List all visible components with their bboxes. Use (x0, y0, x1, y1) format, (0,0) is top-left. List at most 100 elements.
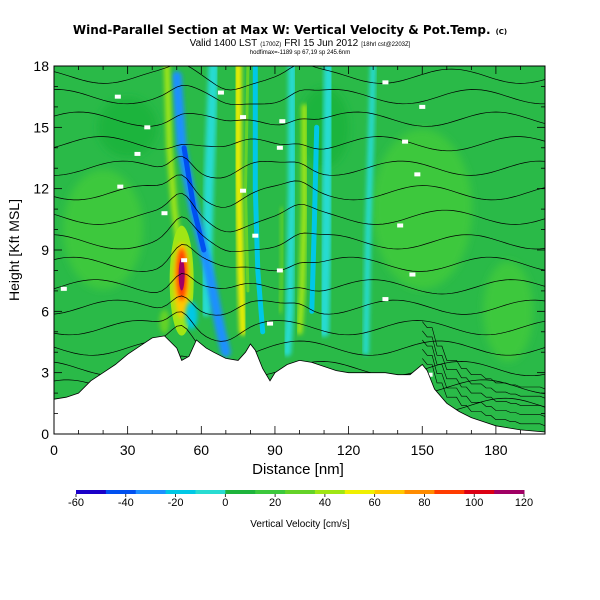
isentrope-line (422, 339, 545, 408)
isentrope-line (54, 216, 545, 253)
isentrope-line (54, 325, 545, 364)
chart-subtitle: Valid 1400 LST (1700Z) FRI 15 Jun 2012 [18h… (190, 38, 411, 49)
velocity-band (296, 103, 308, 335)
isentrope-label-marker (114, 94, 121, 99)
x-tick-label: 120 (337, 442, 361, 458)
colorbar-tick-label: -20 (168, 497, 184, 509)
isentrope-line (54, 244, 545, 272)
isentrope-line (54, 136, 545, 152)
colorbar-swatch (105, 490, 137, 494)
chart-title: Wind-Parallel Section at Max W: Vertical… (73, 23, 507, 37)
colorbar-swatch (494, 490, 525, 494)
colorbar-swatch (344, 490, 376, 494)
isentrope-line (54, 192, 545, 233)
isentrope-label-marker (419, 104, 426, 109)
isentropes (54, 66, 545, 427)
colorbar-swatch (285, 490, 316, 494)
isentrope-line (54, 295, 545, 316)
plot-area (54, 66, 545, 434)
isentrope-line (422, 330, 545, 399)
colorbar-ticks: -60 -40 -20 0 20 40 60 80 100 120 (68, 494, 533, 509)
isentrope-line (422, 358, 545, 427)
isentrope-label-marker (279, 119, 286, 124)
isentrope-label-marker (382, 80, 389, 85)
colorbar-tick-label: -60 (68, 497, 84, 509)
isentrope-label-marker (397, 223, 404, 228)
isentrope-label-marker (134, 151, 141, 156)
velocity-band (362, 66, 377, 356)
colorbar-swatch (374, 490, 406, 494)
isentrope-label-marker (402, 139, 409, 144)
isentrope-label-marker (240, 188, 247, 193)
colorbar-swatch (76, 490, 107, 494)
colorbar-swatch (464, 490, 495, 494)
isentrope-line (54, 84, 545, 106)
isentrope-line (54, 273, 545, 295)
x-tick-label: 150 (411, 442, 435, 458)
velocity-blob (178, 258, 185, 291)
isentrope-label-marker (276, 268, 283, 273)
isentrope-line (54, 66, 545, 91)
isentrope-line (422, 321, 545, 390)
y-axis: 0 3 6 9 12 15 18 (33, 58, 545, 442)
isentrope-label-marker (426, 372, 433, 377)
isentrope-label-marker (267, 321, 274, 326)
y-axis-label: Height [Kft MSL] (6, 199, 22, 301)
isentrope-label-marker (144, 125, 151, 130)
velocity-band (243, 66, 250, 293)
colorbar-tick-label: 0 (222, 497, 228, 509)
colorbar-swatch (195, 490, 226, 494)
velocity-blob (483, 261, 534, 362)
velocity-blob (159, 309, 170, 334)
x-tick-label: 180 (484, 442, 508, 458)
x-tick-label: 30 (120, 442, 136, 458)
isentrope-line (54, 155, 545, 179)
isentrope-line (54, 174, 545, 208)
colorbar-tick-label: 40 (319, 497, 331, 509)
colorbar-label: Vertical Velocity [cm/s] (250, 519, 350, 530)
velocity-band (283, 66, 297, 357)
isentrope-label-marker (161, 211, 168, 216)
y-tick-label: 9 (41, 242, 49, 258)
isentrope-line (422, 349, 545, 417)
colorbar-tick-label: -40 (118, 497, 134, 509)
isentrope-line (54, 311, 545, 342)
x-tick-label: 60 (194, 442, 210, 458)
x-tick-label: 0 (50, 442, 58, 458)
velocity-band (319, 66, 334, 337)
isentrope-label-marker (240, 115, 247, 120)
isentrope-label-marker (409, 272, 416, 277)
y-tick-label: 0 (41, 426, 49, 442)
colorbar (76, 490, 525, 494)
terrain (54, 335, 545, 434)
isentrope-label-marker (414, 172, 421, 177)
y-tick-label: 3 (41, 365, 49, 381)
isentrope-labels (60, 80, 433, 377)
x-axis-label: Distance [nm] (252, 461, 344, 478)
isentrope-label-marker (276, 145, 283, 150)
colorbar-tick-label: 80 (418, 497, 430, 509)
y-tick-label: 18 (33, 58, 49, 74)
colorbar-swatch (404, 490, 435, 494)
x-axis: 0 30 60 90 120 150 180 (50, 66, 546, 458)
colorbar-tick-label: 60 (369, 497, 381, 509)
isentrope-label-marker (382, 297, 389, 302)
colorbar-swatch (135, 490, 167, 494)
isentrope-label-marker (117, 184, 124, 189)
velocity-band (252, 66, 266, 335)
velocity-field (63, 66, 534, 362)
y-tick-label: 12 (33, 181, 49, 197)
colorbar-tick-label: 20 (269, 497, 281, 509)
colorbar-tick-label: 100 (465, 497, 483, 509)
isentrope-label-marker (60, 286, 67, 291)
velocity-band (234, 66, 247, 336)
colorbar-swatch (255, 490, 286, 494)
velocity-blob (63, 169, 144, 290)
colorbar-swatch (225, 490, 256, 494)
velocity-blob (185, 301, 198, 330)
colorbar-swatch (165, 490, 196, 494)
velocity-band (181, 145, 207, 253)
y-tick-label: 15 (33, 119, 49, 135)
isentrope-label-marker (252, 233, 259, 238)
isentrope-line (54, 111, 545, 127)
